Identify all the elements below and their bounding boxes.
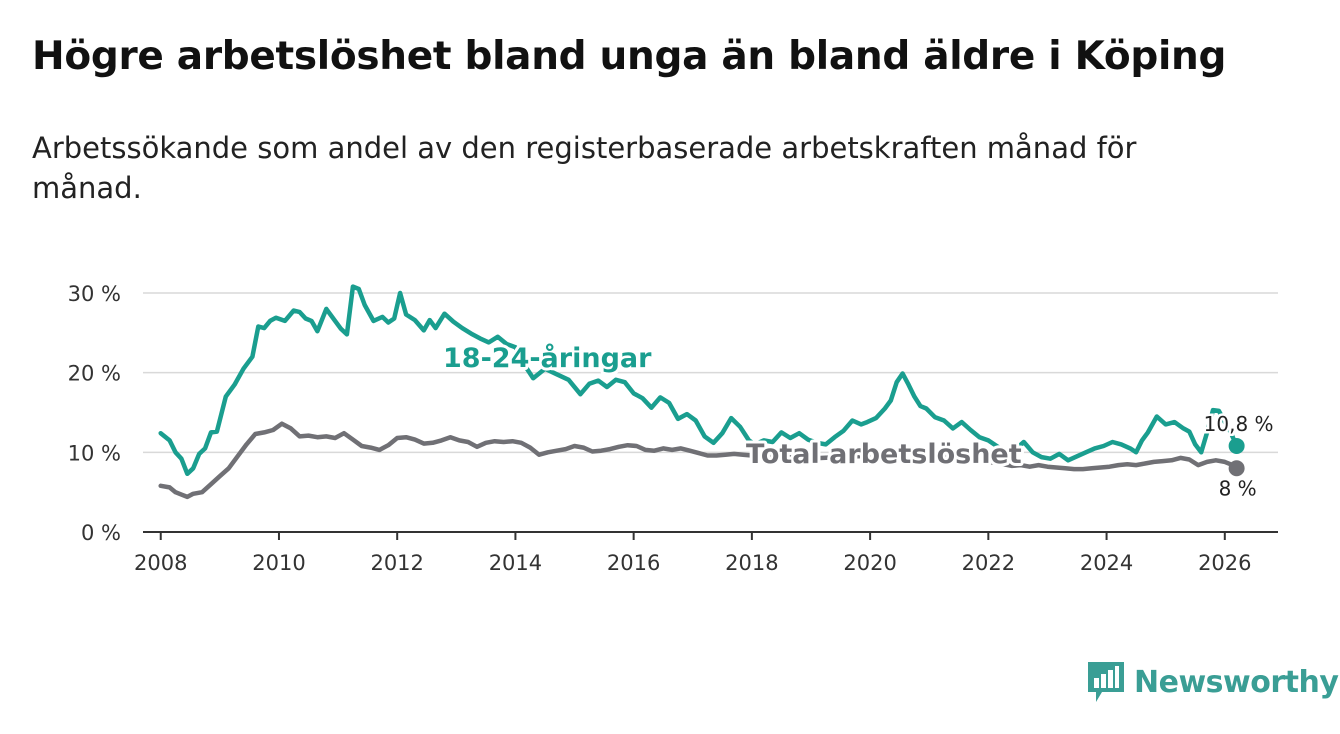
y-tick-label: 0 % xyxy=(81,521,121,545)
end-label-total: 8 % xyxy=(1219,476,1257,500)
series-lines xyxy=(158,284,1245,500)
chart-title: Högre arbetslöshet bland unga än bland ä… xyxy=(32,34,1227,79)
series-labels: 18-24-åringar Total arbetslöshet 10,8 % 8 % xyxy=(440,339,1276,503)
series-label-youth: 18-24-åringar xyxy=(443,342,652,374)
x-tick-label: 2012 xyxy=(370,551,423,575)
x-tick-label: 2026 xyxy=(1198,551,1251,575)
y-tick-label: 10 % xyxy=(68,441,121,465)
x-tick-label: 2008 xyxy=(134,551,187,575)
y-tick-label: 30 % xyxy=(68,282,121,306)
y-tick-label: 20 % xyxy=(68,362,121,386)
series-label-total: Total arbetslöshet xyxy=(746,439,1022,470)
x-tick-label: 2018 xyxy=(725,551,778,575)
brand-logo[interactable]: Newsworthy xyxy=(1088,660,1339,704)
end-point-youth xyxy=(1228,437,1245,454)
x-tick-label: 2024 xyxy=(1080,551,1133,575)
x-tick-label: 2020 xyxy=(843,551,896,575)
end-label-youth: 10,8 % xyxy=(1204,412,1274,436)
x-tick-label: 2010 xyxy=(252,551,305,575)
series-line-total xyxy=(158,421,1239,500)
x-tick-label: 2016 xyxy=(607,551,660,575)
end-point-total xyxy=(1228,460,1245,477)
series-line-youth xyxy=(158,284,1239,477)
x-tick-label: 2014 xyxy=(489,551,542,575)
x-axis: 2008 2010 2012 2014 2016 2018 2020 2022 2024 2026 xyxy=(134,531,1278,575)
chart-subtitle: Arbetssökande som andel av den registerb… xyxy=(32,131,1137,205)
bar-chart-speech-icon xyxy=(1088,662,1124,702)
brand-name: Newsworthy xyxy=(1134,664,1339,700)
x-tick-label: 2022 xyxy=(962,551,1015,575)
